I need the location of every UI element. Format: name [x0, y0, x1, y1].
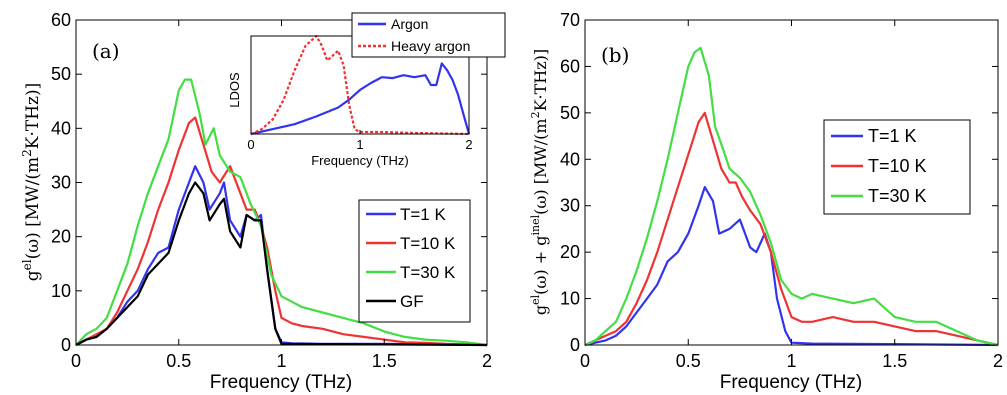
panel-b-legend: T=1 K T=10 K T=30 K — [823, 119, 971, 215]
ylabel-b-sup-inel: inel — [529, 214, 542, 235]
inset-xtick-label: 2 — [465, 137, 472, 152]
ylabel-b-tail: (ω) + g — [531, 236, 550, 295]
inset-ylabel: LDOS — [227, 72, 242, 108]
legend-b-label-2: T=10 K — [868, 156, 927, 176]
ylabel-b-sup2: 2 — [529, 111, 542, 118]
panel-a-ytick-label: 0 — [61, 335, 71, 355]
ylabel-a-g: g — [23, 270, 43, 281]
legend-b-label-1: T=1 K — [868, 126, 917, 146]
panel-a-ytick-label: 50 — [51, 64, 71, 84]
panel-a-ytick-label: 30 — [51, 173, 71, 193]
panel-b-label: (b) — [601, 43, 629, 67]
panel-b-ylabel: gel(ω) + ginel(ω) [MW/(m2K·THz)] — [529, 49, 550, 315]
panel-a-xtick-label: 0 — [71, 351, 81, 371]
inset-legend: Argon Heavy argon — [351, 12, 506, 58]
panel-b-ytick-label: 70 — [560, 10, 580, 30]
ylabel-a-sup: el — [20, 259, 34, 270]
panel-a-xtick-label: 2 — [482, 351, 492, 371]
panel-b-series-line — [584, 111, 999, 347]
panel-b-series-line — [584, 46, 999, 347]
inset-legend-label-argon: Argon — [391, 16, 428, 32]
panel-b-xtick-label: 2 — [993, 351, 1003, 371]
panel-a-inset: 0 1 2 LDOS Frequency (THz) Argon Heavy arg… — [227, 12, 506, 168]
panel-a-ytick-label: 40 — [51, 118, 71, 138]
panel-a-xtick-label: 1 — [276, 351, 286, 371]
inset-xtick-label: 1 — [356, 137, 363, 152]
inset-series-line — [250, 62, 471, 136]
ylabel-a-sup2: 2 — [20, 149, 34, 157]
panel-a-xtick-label: 0.5 — [166, 351, 191, 371]
inset-series — [250, 34, 471, 136]
panel-a-ytick-label: 60 — [51, 10, 71, 30]
inset-legend-label-heavy-argon: Heavy argon — [391, 38, 470, 54]
ylabel-b-sup: el — [529, 294, 542, 305]
panel-b-ytick-label: 30 — [560, 196, 580, 216]
panel-b-ytick-label: 60 — [560, 56, 580, 76]
panel-b-ytick-label: 0 — [570, 335, 580, 355]
inset-xtick-label: 0 — [247, 137, 254, 152]
panel-b-xtick-label: 1 — [786, 351, 796, 371]
panel-b-series — [584, 46, 999, 347]
inset-legend-box — [351, 12, 506, 58]
panel-b-ytick-label: 50 — [560, 103, 580, 123]
panel-a-legend: T=1 K T=10 K T=30 K GF — [358, 199, 471, 323]
legend-a-label-3: T=30 K — [400, 263, 456, 282]
legend-a-label-2: T=10 K — [400, 234, 456, 253]
panel-a-series-line — [75, 78, 488, 347]
panel-b-xtick-label: 1.5 — [882, 351, 907, 371]
panel-a-ytick-label: 20 — [51, 227, 71, 247]
panel-b-ytick-label: 20 — [560, 242, 580, 262]
panel-a-xtick-label: 1.5 — [372, 351, 397, 371]
legend-a-label-1: T=1 K — [400, 205, 446, 224]
panel-a-xlabel: Frequency (THz) — [210, 372, 353, 393]
ylabel-a-end: K·THz)] — [23, 83, 43, 150]
panel-a-label: (a) — [92, 39, 120, 63]
panel-b-xtick-label: 0 — [580, 351, 590, 371]
panel-b-ytick-label: 10 — [560, 289, 580, 309]
ylabel-b-end: K·THz)] — [531, 49, 550, 112]
panel-a-ylabel: gel(ω) [MW/(m2K·THz)] — [20, 83, 43, 282]
legend-b-label-3: T=30 K — [868, 186, 927, 206]
ylabel-b-g: g — [531, 305, 550, 315]
inset-xlabel: Frequency (THz) — [311, 153, 409, 168]
ylabel-a-tail: (ω) [MW/(m — [23, 157, 43, 260]
panel-b-ytick-label: 40 — [560, 149, 580, 169]
ylabel-b-tail2: (ω) [MW/(m — [531, 118, 550, 215]
legend-a-label-4: GF — [400, 292, 424, 311]
panel-a-series — [75, 78, 488, 347]
panel-b-xlabel: Frequency (THz) — [720, 372, 863, 393]
panel-b-xtick-label: 0.5 — [676, 351, 701, 371]
panel-b-series-line — [584, 186, 999, 347]
panel-a-ytick-label: 10 — [51, 281, 71, 301]
panel-a-series-line — [75, 116, 488, 347]
panel-a-series-line — [75, 181, 488, 347]
